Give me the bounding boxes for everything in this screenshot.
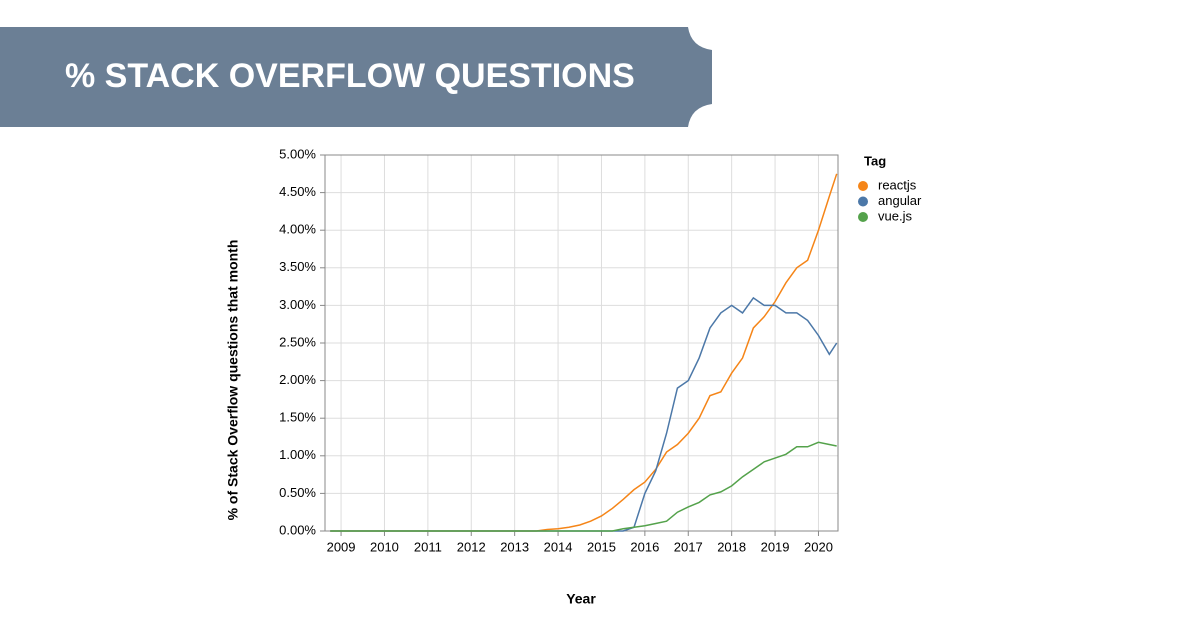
legend-label: reactjs (878, 177, 917, 192)
legend-swatch (858, 212, 868, 222)
series-line (330, 296, 838, 532)
y-tick-label: 2.50% (279, 334, 316, 349)
y-tick-label: 4.00% (279, 222, 316, 237)
y-tick-label: 3.50% (279, 259, 316, 274)
x-tick-label: 2018 (717, 539, 746, 554)
x-tick-label: 2009 (327, 539, 356, 554)
legend-title: Tag (864, 153, 886, 168)
chart-title: % STACK OVERFLOW QUESTIONS (65, 57, 635, 95)
x-tick-label: 2011 (414, 539, 442, 554)
legend-swatch (858, 181, 868, 191)
series-line (330, 441, 837, 532)
x-tick-label: 2010 (370, 539, 399, 554)
x-tick-label: 2019 (761, 539, 790, 554)
x-tick-label: 2016 (630, 539, 659, 554)
legend-label: angular (878, 193, 922, 208)
y-tick-label: 1.00% (279, 447, 316, 462)
legend-label: vue.js (878, 208, 912, 223)
x-tick-label: 2014 (544, 539, 573, 554)
series-line (330, 173, 838, 532)
y-tick-label: 4.50% (279, 184, 316, 199)
x-tick-label: 2017 (674, 539, 703, 554)
x-axis-label: Year (566, 591, 596, 607)
y-tick-label: 3.00% (279, 297, 316, 312)
x-tick-label: 2013 (500, 539, 529, 554)
x-tick-label: 2015 (587, 539, 616, 554)
y-tick-label: 0.00% (279, 522, 316, 537)
y-tick-label: 5.00% (279, 146, 316, 161)
y-tick-label: 2.00% (279, 372, 316, 387)
legend-swatch (858, 196, 868, 207)
y-tick-label: 0.50% (279, 485, 316, 500)
banner (0, 27, 712, 127)
x-tick-label: 2020 (804, 539, 833, 554)
y-axis-label: % of Stack Overflow questions that month (225, 240, 241, 521)
y-tick-label: 1.50% (279, 410, 316, 425)
x-tick-label: 2012 (457, 539, 486, 554)
